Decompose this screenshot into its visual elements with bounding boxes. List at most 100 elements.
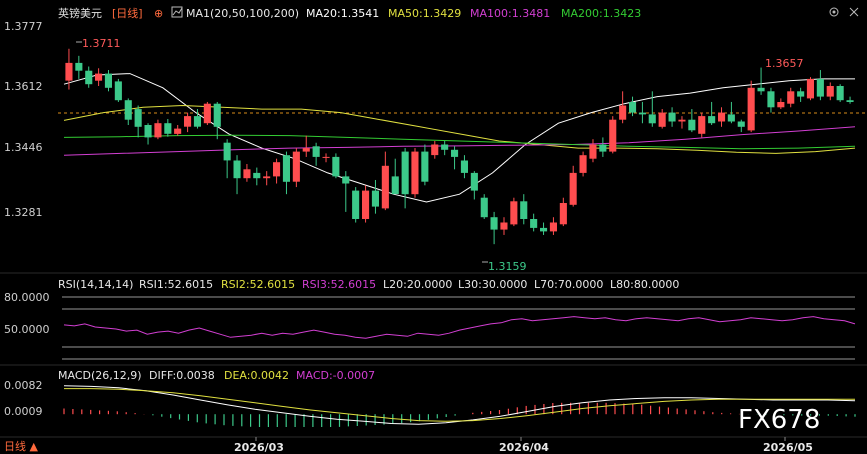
candle-body [332, 156, 340, 177]
candle-body [371, 190, 379, 207]
candle-body [767, 91, 775, 108]
candle [263, 171, 271, 186]
candle [371, 179, 379, 214]
candle [658, 109, 666, 129]
candle [75, 55, 83, 79]
candle [757, 67, 765, 95]
candle [609, 116, 617, 154]
candle [797, 87, 805, 102]
candle-body [737, 121, 745, 127]
candle [243, 164, 251, 182]
candle-body [213, 103, 221, 127]
candle-body [253, 172, 261, 179]
period-label[interactable]: [日线] [112, 6, 143, 20]
candle-body [411, 151, 419, 195]
candle [144, 123, 152, 145]
candle-body [263, 176, 271, 179]
candle [85, 66, 93, 88]
candle [322, 153, 330, 163]
candle-body [381, 165, 389, 209]
candle-body [708, 116, 716, 124]
ma-indicator-label: MA1(20,50,100,200) [186, 7, 299, 20]
candle-body [233, 160, 241, 179]
candle-body [391, 176, 399, 195]
macd-dea-value: DEA:0.0042 [224, 369, 289, 382]
ma100-value: MA100:1.3481 [470, 7, 550, 20]
candle [193, 109, 201, 129]
candle-body [104, 73, 112, 88]
candle-body [203, 103, 211, 124]
candle [589, 139, 597, 163]
candle [510, 197, 518, 227]
candle [480, 194, 488, 219]
candle-body [342, 176, 350, 184]
rsi-l30: L30:30.0000 [458, 278, 527, 291]
candle [421, 144, 429, 186]
candle [619, 91, 627, 124]
candle-body [134, 109, 142, 127]
candle [154, 119, 162, 140]
candle-body [530, 219, 538, 228]
y-tick-label: 1.3281 [4, 206, 43, 219]
ma200-line [63, 134, 856, 150]
candle-body [164, 123, 172, 134]
candle [460, 155, 468, 179]
ma100-line [63, 126, 856, 156]
candle [549, 217, 557, 235]
candle [223, 139, 231, 179]
candle-body [678, 119, 686, 122]
candle-body [797, 91, 805, 97]
candle-body [114, 81, 122, 101]
settings-gear-icon[interactable] [829, 7, 839, 17]
close-icon[interactable] [849, 7, 859, 17]
candle [806, 77, 814, 101]
candle [629, 96, 637, 117]
candle-body [362, 190, 370, 219]
candle [777, 98, 785, 110]
candle [569, 165, 577, 207]
candle [273, 158, 281, 184]
candle [124, 98, 132, 126]
rsi-title: RSI(14,14,14) [58, 278, 133, 291]
candle [184, 112, 192, 133]
candle-body [312, 146, 320, 157]
candle-body [193, 116, 201, 127]
candle [708, 101, 716, 126]
y-tick-label: 1.3446 [4, 141, 43, 154]
ma20-line [63, 73, 855, 203]
candle [530, 213, 538, 232]
x-tick-label: 2026/04 [499, 441, 549, 454]
candle [411, 148, 419, 198]
macd-tick-mid: 0.0009 [4, 405, 43, 418]
candle [767, 87, 775, 113]
candle [441, 140, 449, 156]
candle [638, 101, 646, 124]
candle [114, 78, 122, 102]
candle-body [441, 144, 449, 150]
candle [718, 107, 726, 127]
candle-body [75, 62, 83, 71]
candle [826, 82, 834, 101]
candle [520, 194, 528, 225]
candle-body [184, 116, 192, 127]
moving-average-lines [63, 73, 856, 203]
rsi3-value: RSI3:52.6015 [302, 278, 376, 291]
watermark: FX678 [738, 405, 820, 435]
footer-period-label[interactable]: 日线 ▲ [4, 439, 38, 453]
chart-icon[interactable] [171, 6, 183, 18]
candle-body [549, 222, 557, 232]
candle [559, 197, 567, 227]
y-tick-label: 1.3612 [4, 80, 43, 93]
candle-body [658, 112, 666, 127]
x-tick-label: 2026/05 [763, 441, 813, 454]
candle-body [500, 222, 508, 230]
macd-dea-line [64, 388, 855, 422]
candle-body [243, 169, 251, 179]
target-icon[interactable]: ⊕ [154, 7, 163, 20]
rsi-tick-80: 80.0000 [4, 291, 50, 304]
candle [401, 148, 409, 209]
rsi-l70: L70:70.0000 [534, 278, 603, 291]
rsi2-value: RSI2:52.6015 [221, 278, 295, 291]
